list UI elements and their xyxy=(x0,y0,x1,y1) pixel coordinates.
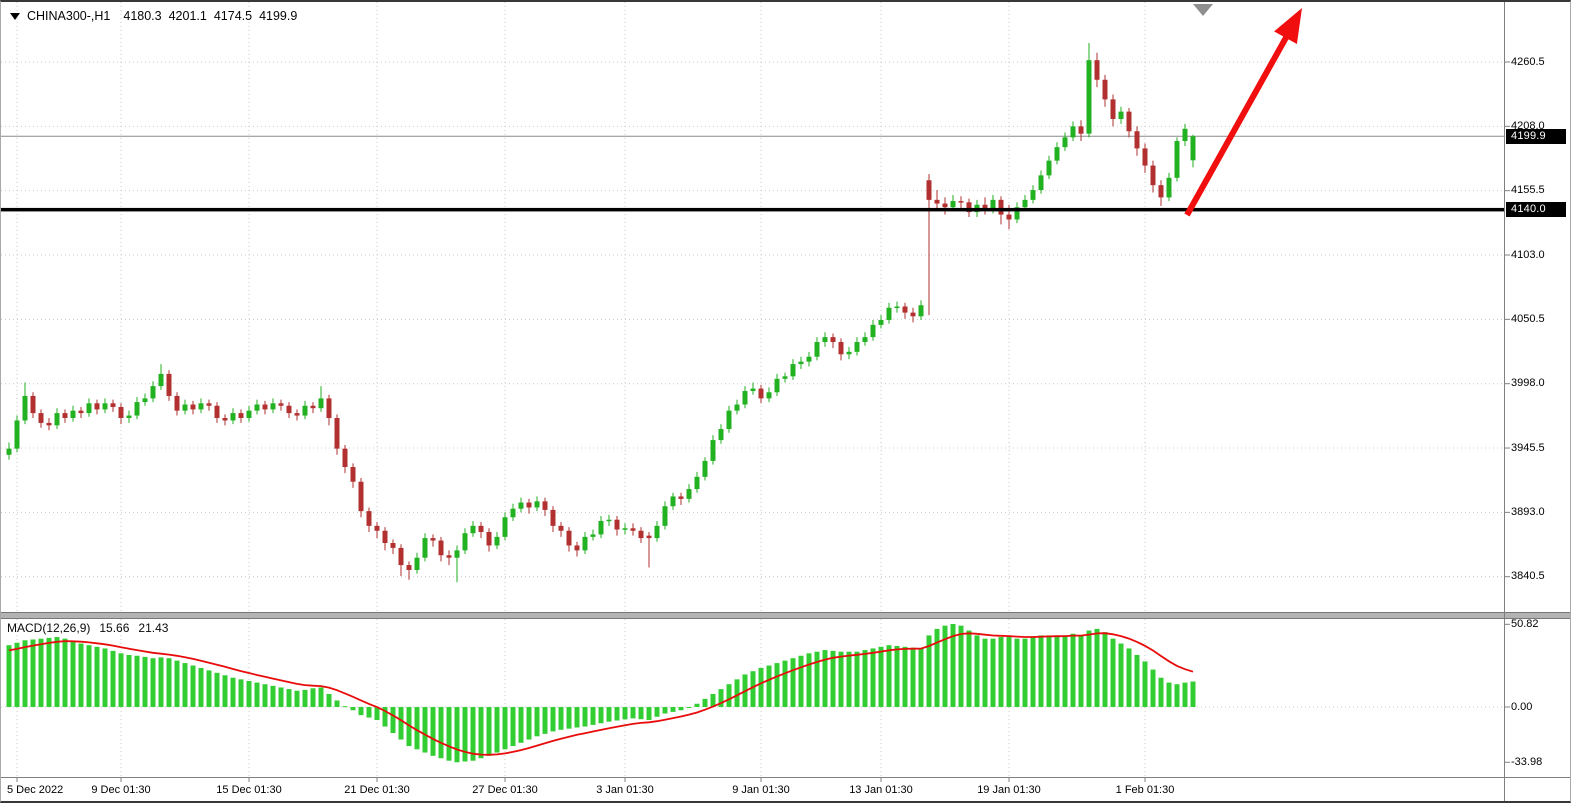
gridlines xyxy=(1,2,1504,777)
symbol-info-bar: CHINA300-,H1 4180.3 4201.1 4174.5 4199.9 xyxy=(10,9,297,23)
price-tick-label: 4260.5 xyxy=(1511,55,1545,68)
collapse-arrow-icon[interactable] xyxy=(10,12,20,20)
symbol-period-label: CHINA300-,H1 xyxy=(27,9,111,23)
time-tick-label: 19 Jan 01:30 xyxy=(977,784,1041,796)
trend-arrow[interactable] xyxy=(1184,8,1302,217)
price-tick-label: 4155.5 xyxy=(1511,184,1545,197)
close-value: 4199.9 xyxy=(259,9,298,23)
price-tick-label: 4103.0 xyxy=(1511,248,1545,261)
low-value: 4174.5 xyxy=(213,9,253,23)
macd-tick-label: 50.82 xyxy=(1511,617,1539,630)
macd-histogram xyxy=(6,624,1196,763)
time-tick-label: 9 Jan 01:30 xyxy=(732,784,790,796)
high-value: 4201.1 xyxy=(168,9,207,23)
axis-ticks xyxy=(16,61,1510,782)
time-tick-label: 9 Dec 01:30 xyxy=(91,784,151,796)
time-tick-label: 5 Dec 2022 xyxy=(7,784,64,796)
macd-main-value: 15.66 xyxy=(99,621,130,635)
price-tick-label: 3840.5 xyxy=(1511,570,1545,583)
price-tick-label: 3945.5 xyxy=(1511,441,1545,454)
time-tick-label: 27 Dec 01:30 xyxy=(472,784,538,796)
macd-signal-line xyxy=(8,632,1194,756)
price-tick-label: 3998.0 xyxy=(1511,377,1545,390)
macd-signal-value: 21.43 xyxy=(138,621,169,635)
time-tick-label: 3 Jan 01:30 xyxy=(596,784,654,796)
time-tick-label: 13 Jan 01:30 xyxy=(849,784,913,796)
price-tick-label: 3893.0 xyxy=(1511,505,1545,518)
object-marker-icon[interactable] xyxy=(1193,4,1213,16)
level-price-badge: 4140.0 xyxy=(1506,202,1566,218)
pane-divider[interactable] xyxy=(1,612,1571,619)
macd-tick-label: 0.00 xyxy=(1511,700,1533,713)
current-price-badge: 4199.9 xyxy=(1506,128,1566,144)
time-tick-label: 15 Dec 01:30 xyxy=(216,784,282,796)
horizontal-level-line[interactable] xyxy=(1,207,1504,212)
time-tick-label: 21 Dec 01:30 xyxy=(344,784,410,796)
macd-indicator-label: MACD(12,26,9) 15.66 21.43 xyxy=(7,621,177,635)
macd-tick-label: -33.98 xyxy=(1511,755,1543,768)
macd-name-label: MACD(12,26,9) xyxy=(7,621,91,635)
open-value: 4180.3 xyxy=(123,9,162,23)
time-tick-label: 1 Feb 01:30 xyxy=(1115,784,1175,796)
price-tick-label: 4050.5 xyxy=(1511,312,1545,325)
